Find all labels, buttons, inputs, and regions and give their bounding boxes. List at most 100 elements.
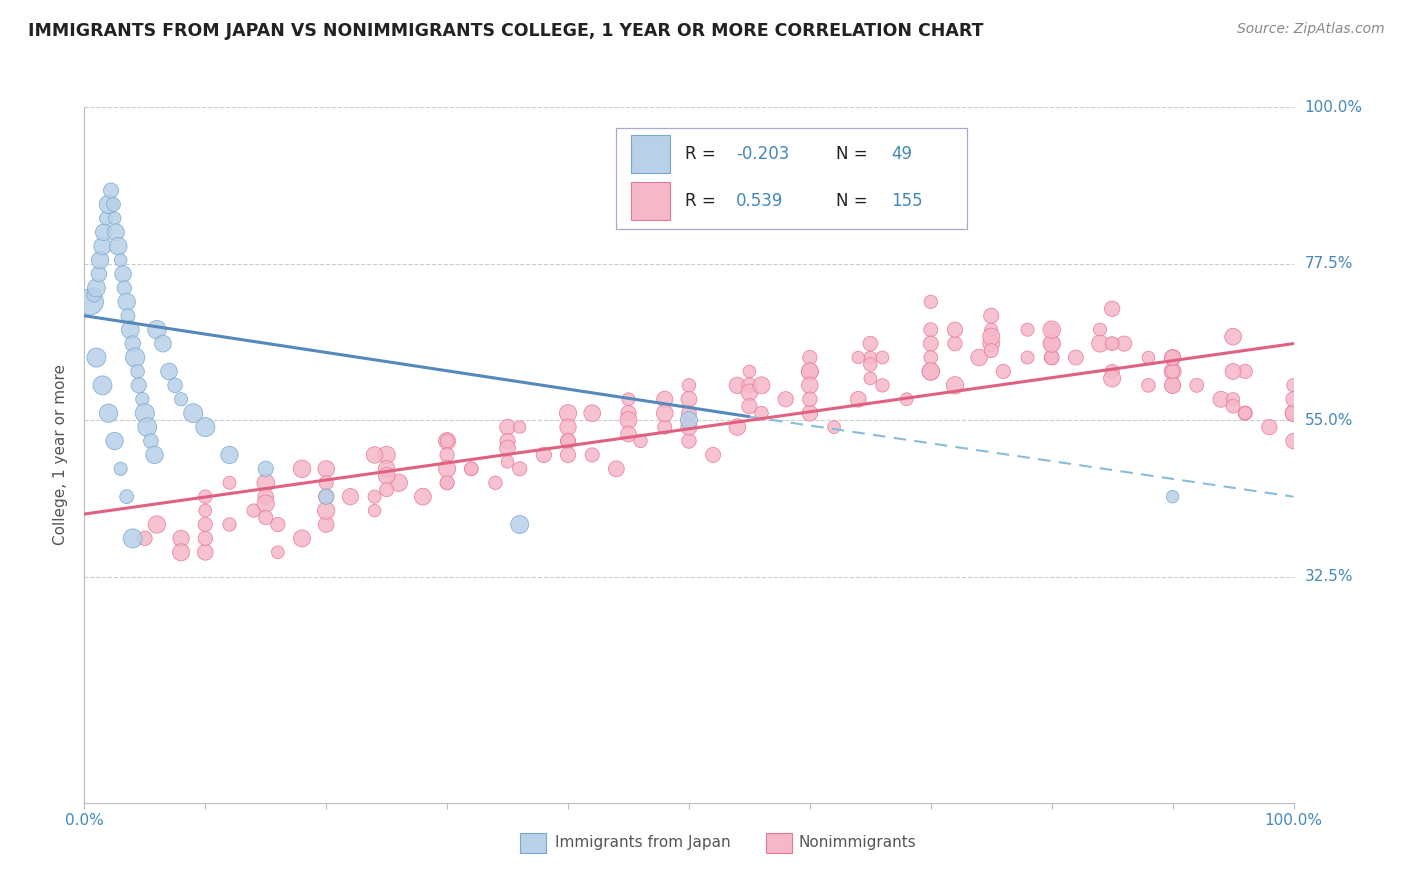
Point: [87, 267, 110, 281]
Point: [218, 448, 240, 462]
Point: [124, 351, 146, 365]
Point: [100, 184, 122, 198]
Point: [194, 532, 217, 546]
Point: [1161, 351, 1184, 365]
Point: [291, 462, 314, 476]
Point: [1114, 336, 1136, 351]
Point: [254, 462, 277, 476]
Point: [97, 197, 120, 211]
Point: [103, 197, 125, 211]
Point: [509, 462, 531, 476]
Point: [557, 448, 579, 462]
Point: [152, 336, 174, 351]
Point: [678, 406, 700, 420]
Point: [1161, 351, 1184, 365]
Point: [436, 434, 458, 448]
Point: [859, 358, 882, 372]
Point: [496, 455, 519, 469]
Point: [751, 406, 773, 420]
Point: [920, 336, 942, 351]
Point: [115, 490, 138, 504]
Point: [1282, 378, 1305, 392]
Point: [943, 336, 966, 351]
Point: [1282, 406, 1305, 420]
Point: [375, 483, 398, 497]
Point: [110, 253, 132, 268]
Point: [86, 281, 108, 295]
Point: [980, 309, 1002, 323]
Point: [980, 323, 1002, 337]
Point: [1137, 378, 1160, 392]
Text: -0.203: -0.203: [737, 145, 790, 163]
Point: [146, 517, 169, 532]
Point: [678, 378, 700, 392]
Point: [823, 420, 845, 434]
Text: N =: N =: [837, 192, 873, 210]
Point: [436, 462, 458, 476]
Point: [315, 517, 337, 532]
Point: [943, 323, 966, 337]
Point: [86, 351, 108, 365]
Point: [1040, 336, 1063, 351]
Point: [1209, 392, 1232, 407]
Point: [1185, 378, 1208, 392]
Point: [920, 294, 942, 309]
Point: [1282, 406, 1305, 420]
Point: [181, 406, 204, 420]
Point: [738, 364, 761, 378]
Point: [254, 490, 277, 504]
Point: [127, 364, 149, 378]
Point: [267, 517, 290, 532]
Point: [460, 462, 482, 476]
Point: [872, 351, 894, 365]
Point: [163, 378, 186, 392]
Point: [1161, 364, 1184, 378]
Y-axis label: College, 1 year or more: College, 1 year or more: [53, 365, 69, 545]
Text: 77.5%: 77.5%: [1305, 256, 1353, 271]
Point: [496, 420, 519, 434]
Point: [738, 378, 761, 392]
Point: [121, 532, 143, 546]
Point: [134, 406, 156, 420]
FancyBboxPatch shape: [631, 136, 669, 173]
Point: [194, 545, 217, 559]
Point: [363, 503, 385, 517]
Point: [1064, 351, 1087, 365]
Point: [496, 434, 519, 448]
Point: [460, 462, 482, 476]
Point: [1258, 420, 1281, 434]
Text: R =: R =: [685, 145, 721, 163]
Point: [254, 497, 277, 511]
Point: [1222, 364, 1244, 378]
Point: [738, 399, 761, 413]
Point: [920, 323, 942, 337]
Point: [194, 490, 217, 504]
Point: [131, 392, 153, 407]
Point: [654, 406, 676, 420]
Text: N =: N =: [837, 145, 873, 163]
Point: [436, 475, 458, 490]
Point: [218, 475, 240, 490]
Point: [654, 420, 676, 434]
Point: [104, 211, 127, 226]
Point: [1161, 364, 1184, 378]
Point: [630, 434, 652, 448]
Point: [97, 406, 120, 420]
Point: [1101, 336, 1123, 351]
Point: [980, 329, 1002, 343]
Point: [1222, 392, 1244, 407]
Text: IMMIGRANTS FROM JAPAN VS NONIMMIGRANTS COLLEGE, 1 YEAR OR MORE CORRELATION CHART: IMMIGRANTS FROM JAPAN VS NONIMMIGRANTS C…: [28, 22, 984, 40]
FancyBboxPatch shape: [616, 128, 967, 229]
Point: [509, 517, 531, 532]
Point: [112, 267, 135, 281]
Point: [170, 545, 193, 559]
Point: [799, 392, 821, 407]
Point: [1040, 351, 1063, 365]
Point: [846, 351, 869, 365]
Text: 49: 49: [891, 145, 912, 163]
Point: [375, 462, 398, 476]
Point: [104, 434, 127, 448]
Point: [112, 281, 135, 295]
Point: [617, 427, 640, 442]
Point: [93, 225, 115, 239]
